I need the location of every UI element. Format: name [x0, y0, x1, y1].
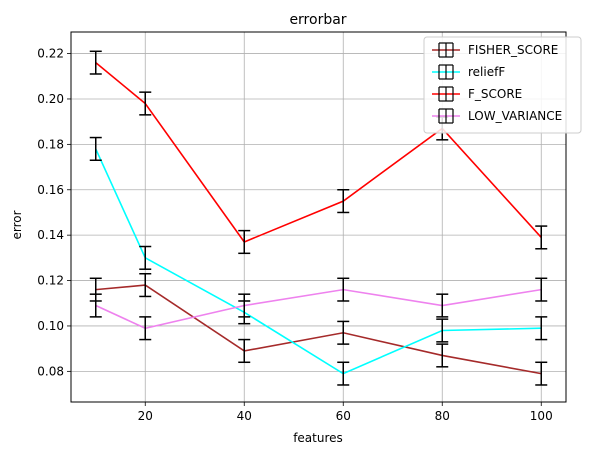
- legend-item: F_SCORE: [432, 86, 522, 102]
- x-tick-label: 60: [336, 409, 351, 423]
- series-line: [95, 288, 542, 330]
- series-line: [95, 148, 542, 375]
- chart-title: errorbar: [289, 12, 346, 28]
- error-bar: [436, 293, 449, 318]
- error-bar: [535, 316, 548, 341]
- legend-item: reliefF: [432, 64, 505, 80]
- error-bar: [337, 320, 350, 345]
- y-axis-label: error: [10, 210, 24, 239]
- error-bar: [337, 277, 350, 302]
- error-bar: [337, 361, 350, 386]
- x-axis-ticks: 20 40 60 80 100: [138, 402, 553, 423]
- legend-item: FISHER_SCORE: [432, 42, 558, 58]
- legend-label: FISHER_SCORE: [468, 43, 558, 57]
- x-tick-label: 80: [435, 409, 450, 423]
- error-bar: [337, 189, 350, 214]
- legend-box: [423, 36, 582, 134]
- error-bar: [238, 293, 251, 318]
- error-bar: [139, 272, 152, 298]
- error-bar: [535, 225, 548, 250]
- error-bar: [139, 91, 152, 116]
- y-tick-label: 0.10: [37, 319, 64, 333]
- y-tick-label: 0.22: [37, 47, 64, 61]
- error-bar: [238, 229, 251, 255]
- error-bar: [436, 343, 449, 368]
- y-tick-label: 0.12: [37, 274, 64, 288]
- error-bar: [535, 361, 548, 386]
- grid: [71, 32, 566, 402]
- error-bar: [535, 277, 548, 302]
- y-tick-label: 0.16: [37, 183, 64, 197]
- legend-label: F_SCORE: [468, 87, 522, 101]
- series-line: [95, 62, 542, 243]
- error-bar: [139, 316, 152, 341]
- y-tick-label: 0.20: [37, 92, 64, 106]
- series-fisher-score: [89, 272, 548, 386]
- error-bar: [89, 136, 102, 162]
- series-group: [89, 50, 548, 386]
- error-bar: [238, 338, 251, 364]
- plot-frame: [70, 31, 567, 403]
- series-low-variance: [89, 277, 548, 341]
- error-bar: [89, 50, 102, 75]
- y-axis-ticks: 0.08 0.10 0.12 0.14 0.16 0.18 0.20 0.22: [37, 47, 71, 378]
- x-axis-label: features: [293, 431, 343, 445]
- x-tick-label: 20: [138, 409, 153, 423]
- error-bar: [436, 318, 449, 343]
- legend-label: reliefF: [468, 65, 505, 79]
- x-tick-label: 40: [237, 409, 252, 423]
- legend: FISHER_SCORE reliefF F_SCORE LOW_VARIANCE: [423, 36, 582, 134]
- x-tick-label: 100: [530, 409, 553, 423]
- series-line: [95, 284, 542, 375]
- y-tick-label: 0.18: [37, 137, 64, 151]
- legend-label: LOW_VARIANCE: [468, 109, 562, 123]
- legend-item: LOW_VARIANCE: [432, 108, 562, 124]
- y-tick-label: 0.14: [37, 228, 64, 242]
- y-tick-label: 0.08: [37, 364, 64, 378]
- error-bar: [139, 245, 152, 270]
- error-bar: [89, 293, 102, 318]
